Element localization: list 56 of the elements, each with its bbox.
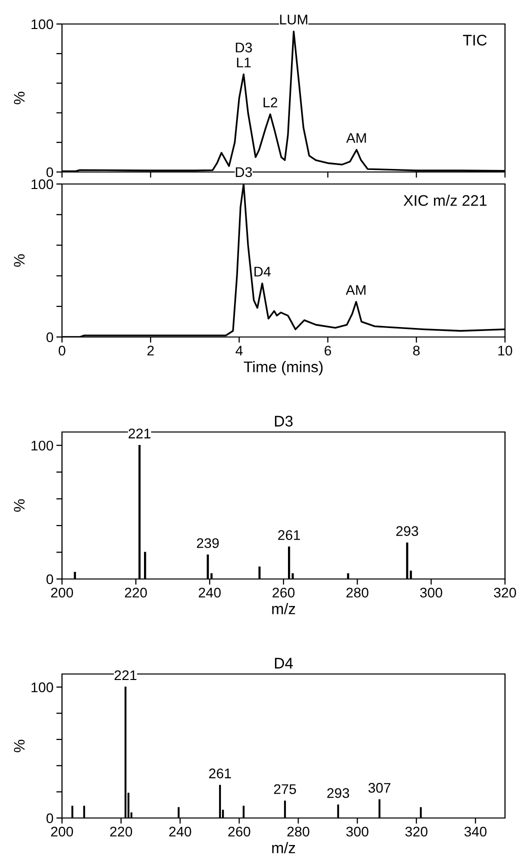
x-tick-label: 200 <box>51 826 74 837</box>
y-axis-title: % <box>14 92 25 104</box>
x-axis-title: m/z <box>272 603 296 614</box>
annotation: 293 <box>396 526 418 536</box>
annotation: 261 <box>209 768 231 778</box>
annotation: 239 <box>196 538 219 548</box>
annotation: 275 <box>274 784 296 794</box>
annotation: 221 <box>114 670 136 680</box>
x-tick-label: 10 <box>498 346 512 356</box>
x-tick-label: 320 <box>494 588 516 598</box>
annotation: D3 L1 <box>236 42 252 68</box>
x-tick-label: 280 <box>346 588 368 598</box>
annotation: TIC <box>463 34 487 46</box>
x-tick-label: 300 <box>346 826 368 837</box>
y-tick-label: 100 <box>32 440 54 451</box>
y-tick-label: 0 <box>46 574 54 584</box>
x-tick-label: 6 <box>324 346 332 356</box>
annotation: XIC m/z 221 <box>404 194 487 206</box>
x-tick-label: 200 <box>51 588 74 598</box>
annotation: D3 <box>236 167 252 178</box>
x-tick-label: 220 <box>110 826 132 837</box>
x-tick-label: 260 <box>272 588 295 598</box>
x-tick-label: 300 <box>420 588 442 598</box>
x-tick-label: 240 <box>198 588 221 598</box>
x-tick-label: 340 <box>464 826 487 837</box>
annotation: AM <box>346 133 366 143</box>
annotation: 261 <box>278 530 300 540</box>
y-axis-title: % <box>14 499 25 512</box>
x-tick-label: 4 <box>236 346 243 356</box>
annotation: L2 <box>264 98 278 108</box>
chart-title: D3 <box>274 416 293 427</box>
x-tick-label: 320 <box>405 826 428 837</box>
x-tick-label: 8 <box>413 346 420 356</box>
annotation: LUM <box>280 14 308 24</box>
y-tick-label: 0 <box>46 332 54 342</box>
x-tick-label: 280 <box>287 826 310 837</box>
y-tick-label: 100 <box>32 682 54 692</box>
y-tick-label: 0 <box>46 813 54 824</box>
x-axis-title: Time (mins) <box>244 361 323 376</box>
y-axis-title: % <box>14 740 25 752</box>
y-tick-label: 100 <box>32 179 54 190</box>
y-tick-label: 100 <box>32 19 54 30</box>
chart-title: D4 <box>274 658 293 668</box>
y-tick-label: 0 <box>46 167 54 178</box>
annotation: AM <box>346 285 366 295</box>
x-tick-label: 260 <box>228 826 250 837</box>
y-axis-title: % <box>14 254 25 267</box>
annotation: 221 <box>128 428 150 438</box>
annotation: D4 <box>254 266 271 276</box>
annotation: 307 <box>368 782 390 793</box>
x-axis-title: m/z <box>272 842 296 854</box>
x-tick-label: 0 <box>58 346 66 356</box>
x-tick-label: 220 <box>124 588 147 598</box>
annotation: 293 <box>327 788 350 798</box>
x-tick-label: 240 <box>169 826 192 837</box>
x-tick-label: 2 <box>147 346 154 356</box>
